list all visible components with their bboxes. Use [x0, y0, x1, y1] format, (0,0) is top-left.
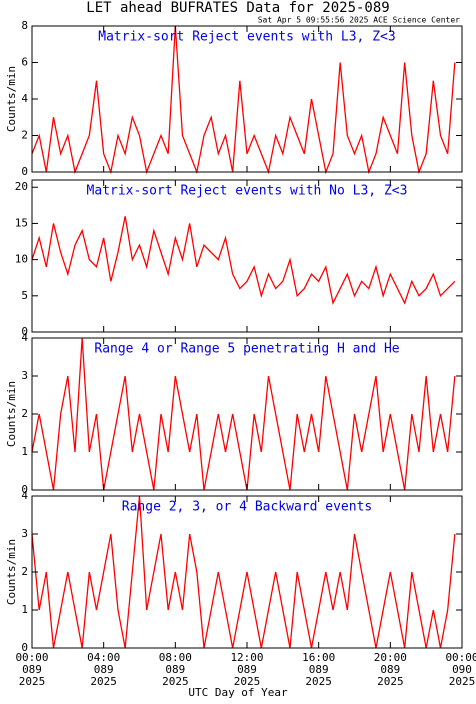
- x-tick-label: 16:00: [302, 651, 335, 664]
- y-tick-label: 5: [21, 289, 28, 302]
- x-tick-year: 2025: [162, 675, 189, 688]
- y-tick-label: 0: [21, 325, 28, 338]
- x-tick-day: 089: [237, 663, 257, 676]
- x-tick-year: 2025: [90, 675, 117, 688]
- y-tick-label: 4: [21, 331, 28, 344]
- x-tick-label: 12:00: [230, 651, 263, 664]
- y-tick-label: 3: [21, 369, 28, 382]
- y-tick-label: 15: [15, 216, 28, 229]
- x-tick-day: 089: [22, 663, 42, 676]
- x-tick-label: 04:00: [87, 651, 120, 664]
- x-tick-year: 2025: [234, 675, 261, 688]
- x-tick-year: 2025: [305, 675, 332, 688]
- y-tick-label: 0: [21, 641, 28, 654]
- x-tick-day: 089: [309, 663, 329, 676]
- y-tick-label: 0: [21, 165, 28, 178]
- y-tick-label: 6: [21, 56, 28, 69]
- x-tick-year: 2025: [377, 675, 404, 688]
- y-tick-label: 4: [21, 92, 28, 105]
- y-tick-label: 10: [15, 253, 28, 266]
- y-tick-label: 8: [21, 19, 28, 32]
- x-tick-label: 20:00: [374, 651, 407, 664]
- data-line: [31, 495, 456, 649]
- x-axis-label: UTC Day of Year: [188, 686, 288, 699]
- x-tick-label: 00:00: [445, 651, 476, 664]
- x-tick-year: 2025: [449, 675, 476, 688]
- panel-title: Range 2, 3, or 4 Backward events: [122, 500, 372, 515]
- x-tick-day: 089: [165, 663, 185, 676]
- y-tick-label: 20: [15, 180, 28, 193]
- y-axis-label: Counts/min: [5, 381, 18, 447]
- panel-title: Matrix-sort Reject events with L3, Z<3: [98, 30, 395, 45]
- x-tick-year: 2025: [19, 675, 46, 688]
- data-line: [31, 25, 456, 175]
- panel-title: Range 4 or Range 5 penetrating H and He: [94, 342, 399, 357]
- x-tick-day: 089: [380, 663, 400, 676]
- y-tick-label: 3: [21, 527, 28, 540]
- y-tick-label: 0: [21, 483, 28, 496]
- y-axis-label: Counts/min: [5, 66, 18, 132]
- y-tick-label: 2: [21, 129, 28, 142]
- y-tick-label: 1: [21, 603, 28, 616]
- timestamp: Sat Apr 5 09:55:56 2025 ACE Science Cent…: [258, 16, 460, 25]
- y-tick-label: 2: [21, 407, 28, 420]
- x-tick-label: 08:00: [159, 651, 192, 664]
- y-axis-label: Counts/min: [5, 539, 18, 605]
- chart-title: LET ahead BUFRATES Data for 2025-089: [86, 0, 389, 16]
- panel-title: Matrix-sort Reject events with No L3, Z<…: [87, 184, 408, 199]
- x-tick-day: 090: [452, 663, 472, 676]
- y-tick-label: 1: [21, 445, 28, 458]
- panel-frame: [31, 179, 463, 333]
- y-tick-label: 4: [21, 489, 28, 502]
- x-tick-label: 00:00: [15, 651, 48, 664]
- x-tick-day: 089: [94, 663, 114, 676]
- data-line: [31, 337, 456, 491]
- data-line: [31, 216, 456, 306]
- y-tick-label: 2: [21, 565, 28, 578]
